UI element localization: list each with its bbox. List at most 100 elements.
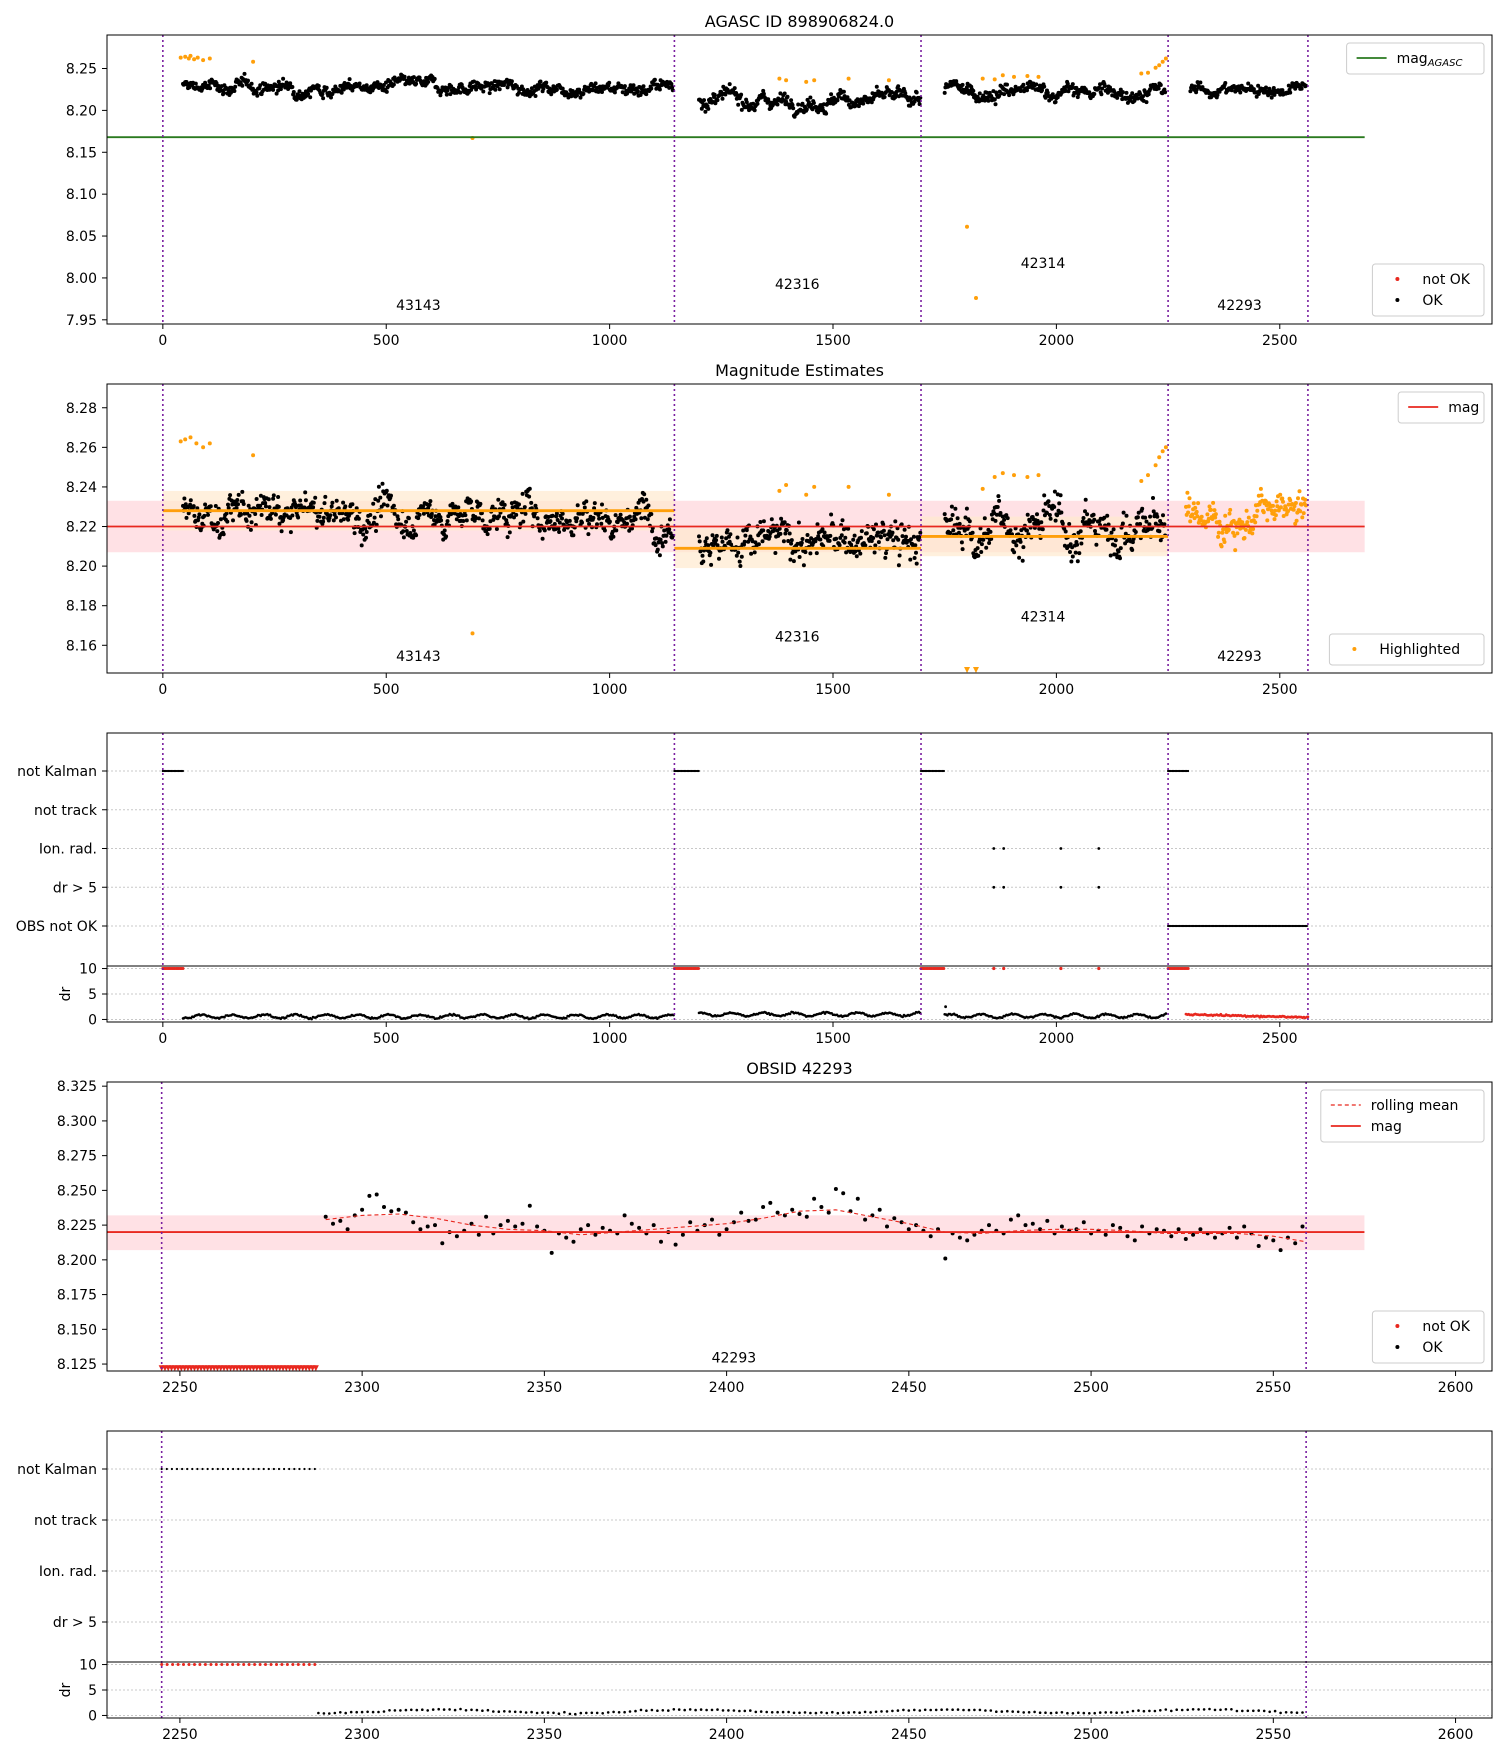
ok-point (417, 75, 422, 80)
ok-point (871, 527, 876, 532)
ok-point (761, 519, 766, 524)
ok-point (833, 1187, 838, 1191)
flag-point (942, 769, 946, 773)
ok-point (715, 543, 720, 548)
x-tick-label: 2300 (344, 1380, 380, 1396)
dr-point (426, 1709, 430, 1712)
ok-point (1256, 1244, 1261, 1248)
ok-point (639, 516, 644, 521)
ok-point (824, 111, 829, 116)
ok-point (1120, 521, 1125, 526)
legend-label: mag (1448, 400, 1479, 416)
ok-point (826, 1210, 831, 1215)
ok-point (1025, 528, 1029, 533)
ok-point (600, 90, 604, 94)
highlighted-point (1153, 463, 1158, 468)
dr-point (519, 1710, 522, 1714)
ok-point (221, 532, 226, 537)
highlighted-point (1193, 505, 1198, 510)
ok-point (1016, 1213, 1021, 1218)
x-tick-label: 2550 (1255, 1380, 1291, 1396)
y-tick-label: 8.15 (66, 145, 97, 161)
ok-point (876, 540, 881, 545)
ok-point (1120, 90, 1125, 95)
dr-axis-label: dr (58, 986, 74, 1001)
flag-point (697, 769, 700, 773)
ok-point (597, 516, 602, 521)
legend-lower: Highlighted (1328, 633, 1485, 666)
ok-point (752, 550, 757, 555)
ok-point (984, 90, 989, 95)
ok-point (1154, 1227, 1159, 1232)
legend-label: Highlighted (1379, 642, 1460, 658)
dr-not-ok-point (182, 1663, 185, 1666)
ok-point (242, 71, 247, 76)
ok-point (258, 83, 263, 88)
ok-point (298, 503, 303, 508)
ok-point (218, 517, 223, 522)
ok-point (592, 501, 597, 506)
highlighted-point (1301, 511, 1306, 516)
dr-point (1098, 1711, 1102, 1714)
ok-point (717, 556, 721, 561)
highlighted-point (207, 441, 212, 446)
ok-point (271, 87, 276, 92)
ok-point (891, 538, 896, 543)
dr-point (743, 1709, 747, 1713)
ok-point (854, 554, 859, 559)
ok-point (384, 488, 389, 493)
dr-point (754, 1710, 758, 1714)
ok-point (1075, 559, 1080, 564)
dr-not-ok-point (160, 1663, 164, 1666)
ok-point (649, 512, 654, 517)
flag-point (267, 1467, 270, 1471)
x-tick-label: 0 (158, 333, 167, 349)
ok-point (728, 532, 733, 537)
dr-point (568, 1712, 572, 1716)
ok-point (1113, 543, 1117, 548)
dr-point (612, 1710, 615, 1714)
plot-frame (106, 1081, 1493, 1372)
ok-point (232, 89, 237, 93)
ok-point (893, 519, 898, 524)
ok-point (364, 535, 368, 540)
highlighted-point (1293, 521, 1298, 526)
dr-point (820, 1711, 823, 1714)
ok-point (389, 1209, 394, 1214)
x-tick-label: 2500 (1073, 1380, 1109, 1396)
ok-point (1198, 80, 1203, 85)
ok-point (191, 504, 196, 509)
ok-point (474, 87, 479, 92)
ok-point (656, 540, 661, 545)
ok-point (843, 535, 848, 540)
ok-point (246, 78, 250, 83)
ok-point (523, 511, 528, 516)
ok-point (414, 81, 419, 86)
highlighted-point (1263, 499, 1268, 504)
ok-point (596, 513, 601, 517)
ok-point (900, 534, 905, 539)
ok-point (1008, 1217, 1013, 1222)
x-tick-label: 2350 (527, 1727, 563, 1743)
ok-point (953, 506, 958, 511)
ok-point (873, 543, 878, 548)
flag-point (992, 847, 996, 850)
highlighted-point (974, 296, 978, 300)
highlighted-point (1254, 514, 1259, 519)
highlighted-point (1265, 518, 1270, 523)
highlighted-point (1226, 527, 1231, 532)
ok-point (1158, 83, 1163, 87)
y-tick-label: 8.16 (66, 638, 97, 654)
ok-point (444, 534, 449, 539)
highlighted-point (1163, 56, 1168, 61)
ok-point (196, 515, 201, 520)
obsid-label: 42316 (775, 629, 820, 645)
flag-point (252, 1467, 255, 1471)
ok-point (993, 518, 998, 523)
ok-point (493, 87, 498, 92)
ok-point (308, 95, 313, 100)
ok-point (476, 1232, 481, 1237)
dr-not-ok-point (236, 1663, 240, 1666)
ok-point (1163, 90, 1168, 95)
